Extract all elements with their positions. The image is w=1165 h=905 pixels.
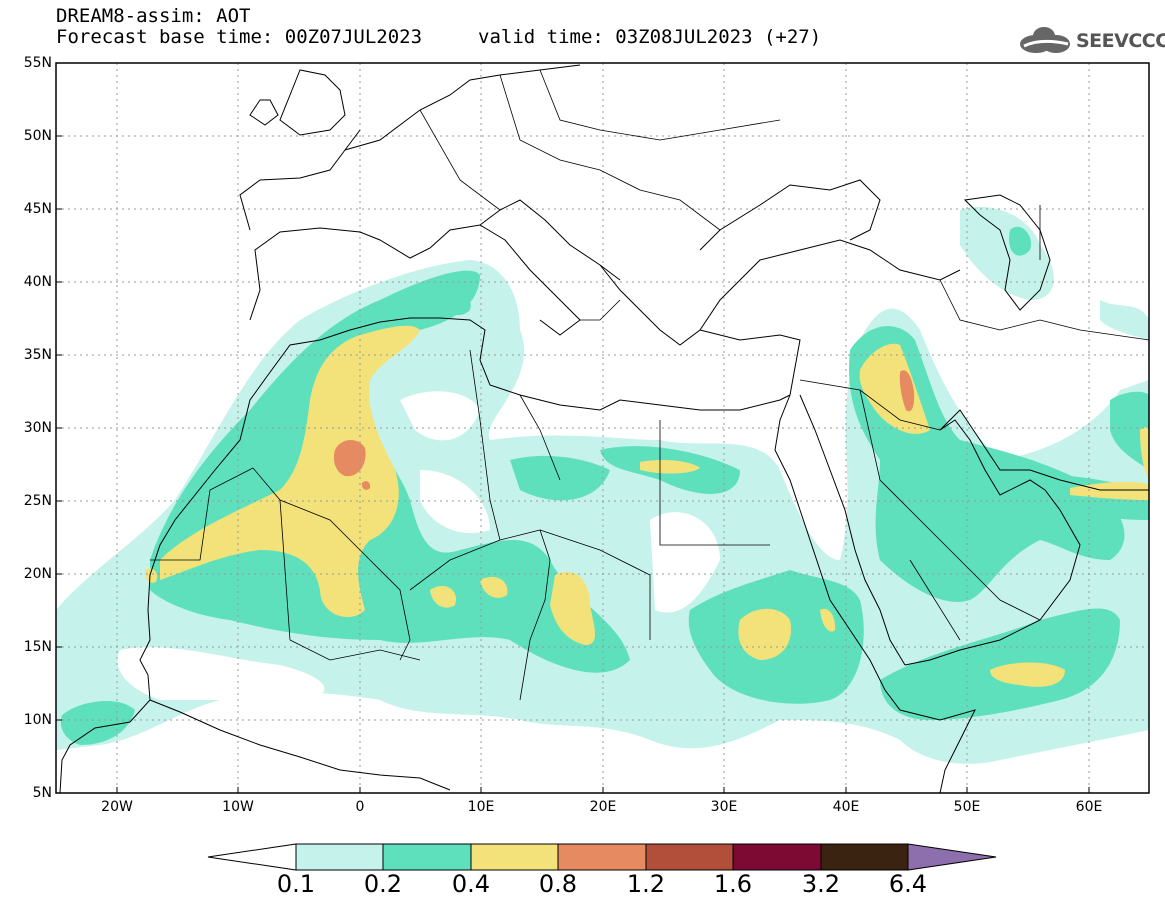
colorbar-low-arrow: [207, 843, 297, 871]
colorbar-label: 0.8: [538, 870, 578, 898]
seevccc-logo: [1020, 27, 1070, 53]
lon-label: 0: [355, 799, 365, 815]
lat-label: 25N: [23, 493, 52, 509]
lon-label: 50E: [953, 799, 981, 815]
lon-label: 60E: [1075, 799, 1103, 815]
colorbar-label: 3.2: [801, 870, 841, 898]
graticule: [56, 63, 1149, 793]
lon-label: 40E: [832, 799, 860, 815]
colorbar-label: 1.2: [626, 870, 666, 898]
colorbar-bin-1.6: [732, 843, 822, 871]
lat-label: 10N: [23, 712, 52, 728]
lon-label: 30E: [710, 799, 738, 815]
map-title: DREAM8-assim: AOT: [56, 5, 251, 27]
lon-label: 10W: [222, 799, 254, 815]
valid-time: valid time: 03Z08JUL2023 (+27): [478, 26, 822, 48]
lat-label: 40N: [23, 274, 52, 290]
forecast-base-time: Forecast base time: 00Z07JUL2023: [56, 26, 423, 48]
lat-label: 15N: [23, 639, 52, 655]
colorbar-bin-1.2: [645, 843, 734, 871]
colorbar-bin-3.2: [820, 843, 909, 871]
cloud-icon: [1020, 27, 1070, 53]
lon-label: 20E: [589, 799, 617, 815]
colorbar-high-arrow: [907, 843, 997, 871]
colorbar: [207, 843, 997, 871]
colorbar-bin-0.8: [557, 843, 647, 871]
lat-label: 20N: [23, 566, 52, 582]
lat-label: 50N: [23, 128, 52, 144]
lat-label: 35N: [23, 347, 52, 363]
logo-text: SEEVCCC: [1076, 30, 1165, 52]
lat-label: 30N: [23, 420, 52, 436]
lon-label: 20W: [101, 799, 133, 815]
lat-label: 5N: [32, 785, 52, 801]
coastlines: [59, 64, 1149, 793]
colorbar-label: 0.1: [276, 870, 316, 898]
borders: [150, 69, 1149, 701]
colorbar-label: 0.2: [363, 870, 403, 898]
colorbar-bin-0.2: [382, 843, 472, 871]
aot-clear-areas: [117, 391, 843, 700]
colorbar-label: 1.6: [713, 870, 753, 898]
lon-label: 10E: [467, 799, 495, 815]
axis-ticks: [56, 62, 1090, 794]
colorbar-label: 0.4: [451, 870, 491, 898]
colorbar-bin-0.4: [470, 843, 559, 871]
aot-field-0.8: [333, 370, 915, 490]
colorbar-bin-0.1: [295, 843, 384, 871]
lat-label: 45N: [23, 201, 52, 217]
lat-label: 55N: [23, 55, 52, 71]
colorbar-label: 6.4: [888, 870, 928, 898]
